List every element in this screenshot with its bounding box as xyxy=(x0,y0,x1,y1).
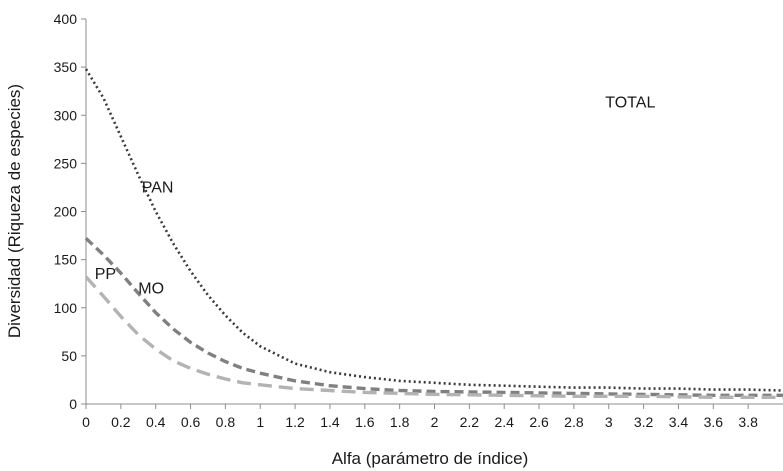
x-tick-label: 3.6 xyxy=(704,414,724,430)
y-tick-label: 350 xyxy=(54,59,78,75)
y-tick-label: 50 xyxy=(61,348,77,364)
annotations-layer: TOTAL PAN MO PP xyxy=(95,95,656,298)
x-tick-label: 1.2 xyxy=(285,414,305,430)
x-tick-label: 1.8 xyxy=(390,414,410,430)
x-tick-label: 0 xyxy=(82,414,90,430)
series-line-2 xyxy=(84,237,783,397)
x-tick-label: 3.2 xyxy=(634,414,654,430)
y-tick-label: 250 xyxy=(54,155,78,171)
x-tick-label: 3.8 xyxy=(738,414,758,430)
x-tick-label: 1.4 xyxy=(320,414,340,430)
x-tick-label: 3 xyxy=(605,414,613,430)
x-tick-label: 0.2 xyxy=(111,414,131,430)
x-tick-label: 1.6 xyxy=(355,414,375,430)
x-tick-label: 0.8 xyxy=(216,414,236,430)
annotation-total: TOTAL xyxy=(605,95,655,112)
x-tick-label: 2.4 xyxy=(494,414,514,430)
x-tick-label: 0.6 xyxy=(181,414,201,430)
y-tick-label: 300 xyxy=(54,107,78,123)
series-line-3 xyxy=(84,275,783,399)
annotation-mo: MO xyxy=(138,280,164,297)
annotation-pan: PAN xyxy=(142,179,174,196)
series-layer xyxy=(84,68,783,399)
x-tick-label: 0.4 xyxy=(146,414,166,430)
x-tick-label: 2 xyxy=(431,414,439,430)
annotation-pp: PP xyxy=(95,266,116,283)
x-tick-label: 2.6 xyxy=(529,414,549,430)
y-tick-label: 400 xyxy=(54,11,78,27)
y-tick-label: 0 xyxy=(69,396,77,412)
y-tick-label: 100 xyxy=(54,300,78,316)
x-tick-label: 1 xyxy=(256,414,264,430)
y-tick-label: 200 xyxy=(54,204,78,220)
axes: 0 50 100 150 200 250 300 350 400 0 0.2 0.4 0.6 0.8 1 1.… xyxy=(54,11,783,430)
x-axis-title: Alfa (parámetro de índice) xyxy=(332,449,529,468)
x-tick-label: 2.2 xyxy=(460,414,480,430)
y-axis-title: Diversidad (Riqueza de especies) xyxy=(5,84,24,338)
y-tick-label: 150 xyxy=(54,252,78,268)
x-tick-label: 3.4 xyxy=(669,414,689,430)
x-tick-label: 2.8 xyxy=(564,414,584,430)
